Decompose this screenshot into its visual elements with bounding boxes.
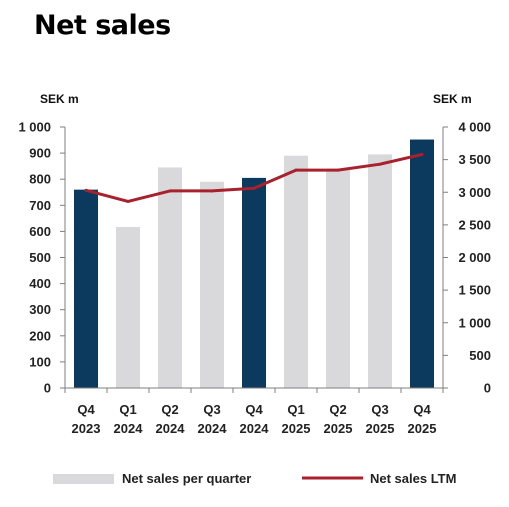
left-tick-label-2: 200: [29, 328, 51, 343]
bar-5: [284, 155, 308, 388]
right-tick-label-6: 3 000: [458, 185, 491, 200]
ltm-point-7: [378, 162, 382, 166]
legend-bar-label: Net sales per quarter: [122, 471, 251, 486]
left-tick-label-4: 400: [29, 276, 51, 291]
legend-line-label: Net sales LTM: [370, 471, 456, 486]
left-tick-label-8: 800: [29, 172, 51, 187]
right-tick-label-7: 3 500: [458, 152, 491, 167]
left-axis-unit: SEK m: [40, 92, 79, 106]
x-tick-year-2: 2024: [156, 421, 186, 436]
axes-layer: 0 100 200 300 400 500 600 700 800 900 1 000 0 500 1 0…: [18, 120, 491, 437]
chart-title: Net sales: [34, 10, 171, 41]
right-tick-label-3: 1 500: [458, 283, 491, 298]
x-tick-quarter-2: Q2: [161, 402, 178, 417]
x-tick-quarter-5: Q1: [287, 402, 304, 417]
right-tick-label-0: 0: [484, 381, 491, 396]
bar-6: [326, 168, 350, 388]
x-tick-quarter-1: Q1: [119, 402, 136, 417]
bar-0: [74, 189, 98, 388]
bar-2: [158, 167, 182, 388]
x-tick-quarter-4: Q4: [245, 402, 263, 417]
left-tick-label-7: 700: [29, 198, 51, 213]
legend: Net sales per quarter Net sales LTM: [53, 471, 456, 486]
right-tick-label-4: 2 000: [458, 250, 491, 265]
left-tick-label-3: 300: [29, 302, 51, 317]
x-tick-year-4: 2024: [240, 421, 270, 436]
x-tick-year-0: 2023: [72, 421, 101, 436]
bar-8: [410, 139, 434, 388]
right-tick-label-1: 500: [469, 348, 491, 363]
ltm-point-1: [126, 199, 130, 203]
left-tick-label-10: 1 000: [18, 120, 51, 135]
x-tick-quarter-7: Q3: [371, 402, 388, 417]
right-tick-label-8: 4 000: [458, 120, 491, 135]
ltm-point-2: [168, 189, 172, 193]
x-tick-year-7: 2025: [366, 421, 395, 436]
x-tick-quarter-8: Q4: [413, 402, 431, 417]
right-axis-unit: SEK m: [433, 92, 472, 106]
left-tick-label-5: 500: [29, 250, 51, 265]
bar-7: [368, 154, 392, 388]
bar-1: [116, 226, 140, 388]
left-tick-label-6: 600: [29, 224, 51, 239]
ltm-point-6: [336, 168, 340, 172]
x-tick-year-8: 2025: [408, 421, 437, 436]
ltm-point-3: [210, 189, 214, 193]
right-tick-label-2: 1 000: [458, 315, 491, 330]
x-tick-year-6: 2025: [324, 421, 353, 436]
legend-bar-swatch: [53, 474, 114, 484]
x-tick-quarter-0: Q4: [77, 402, 95, 417]
ltm-point-0: [84, 188, 88, 192]
x-tick-year-5: 2025: [282, 421, 311, 436]
line-layer: [84, 152, 424, 203]
ltm-point-8: [420, 152, 424, 156]
x-tick-quarter-6: Q2: [329, 402, 346, 417]
ltm-point-4: [252, 186, 256, 190]
x-tick-year-3: 2024: [198, 421, 228, 436]
bar-4: [242, 177, 266, 388]
x-tick-quarter-3: Q3: [203, 402, 220, 417]
bar-3: [200, 181, 224, 388]
left-tick-label-0: 0: [44, 381, 51, 396]
right-tick-label-5: 2 500: [458, 217, 491, 232]
left-tick-label-9: 900: [29, 146, 51, 161]
x-tick-year-1: 2024: [114, 421, 144, 436]
ltm-point-5: [294, 168, 298, 172]
left-tick-label-1: 100: [29, 354, 51, 369]
bars-layer: [74, 139, 434, 388]
